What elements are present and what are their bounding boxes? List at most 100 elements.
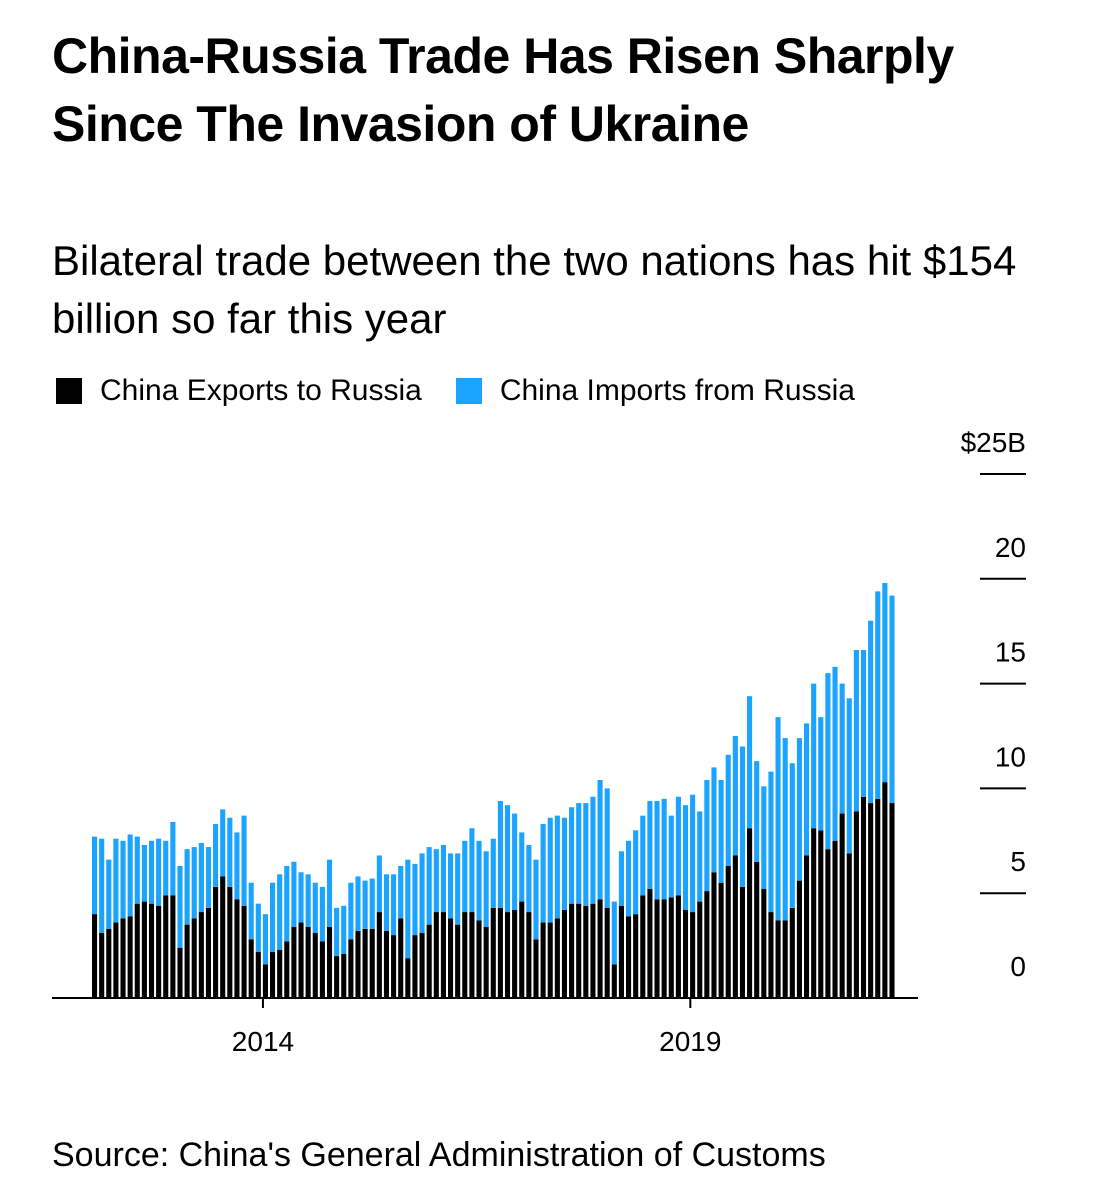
bar-exports — [234, 899, 240, 998]
bar-imports — [490, 838, 496, 908]
bar-imports — [626, 840, 632, 917]
bar-imports — [633, 830, 639, 915]
bar-exports — [163, 895, 169, 998]
bar-imports — [270, 882, 276, 952]
bar-imports — [369, 878, 375, 929]
bar-imports — [305, 874, 311, 927]
bar-exports — [376, 912, 382, 998]
bar-imports — [312, 882, 318, 934]
bar-imports — [497, 800, 503, 908]
bar-imports — [811, 683, 817, 829]
bar-exports — [177, 947, 183, 998]
bar-imports — [846, 698, 852, 854]
y-tick-label: 5 — [1010, 846, 1026, 877]
bar-exports — [704, 891, 710, 998]
bar-imports — [298, 872, 304, 923]
bar-imports — [362, 880, 368, 929]
bar-imports — [654, 800, 660, 900]
bar-imports — [675, 796, 681, 896]
bar-exports — [512, 909, 518, 998]
bar-exports — [889, 803, 895, 998]
bar-exports — [319, 941, 325, 998]
bar-exports — [419, 933, 425, 998]
bar-imports — [604, 788, 610, 908]
bar-imports — [739, 746, 746, 887]
bar-exports — [839, 813, 845, 998]
bar-exports — [198, 912, 204, 998]
bar-imports — [262, 914, 268, 965]
bar-exports — [732, 855, 738, 998]
bar-imports — [255, 903, 261, 952]
bar-imports — [747, 696, 753, 829]
bar-exports — [640, 895, 646, 998]
bar-imports — [825, 673, 831, 850]
bar-imports — [440, 844, 446, 913]
bar-imports — [682, 805, 689, 910]
bar-imports — [519, 832, 525, 902]
bar-exports — [148, 903, 155, 998]
source-note: Source: China's General Administration o… — [52, 1136, 826, 1174]
bar-imports — [341, 905, 347, 954]
bar-imports — [718, 780, 724, 883]
bar-imports — [148, 840, 155, 904]
bar-exports — [355, 930, 361, 998]
bar-imports — [875, 591, 881, 799]
bar-imports — [804, 723, 810, 856]
bar-exports — [804, 855, 810, 998]
bar-imports — [205, 847, 212, 908]
bar-imports — [319, 886, 325, 942]
bar-imports — [134, 836, 140, 904]
bar-imports — [533, 859, 539, 940]
bar-exports — [796, 880, 802, 998]
bar-imports — [789, 763, 795, 908]
bar-exports — [362, 928, 368, 998]
bar-exports — [718, 882, 724, 998]
bar-exports — [141, 901, 147, 998]
bar-exports — [633, 914, 639, 998]
legend-swatch-exports — [56, 378, 82, 404]
bar-imports — [120, 840, 126, 919]
bar-imports — [583, 803, 589, 906]
bar-exports — [184, 924, 190, 998]
bar-imports — [782, 738, 788, 921]
y-tick-label: $25B — [961, 427, 1026, 458]
bar-imports — [376, 855, 382, 913]
bar-imports — [569, 807, 575, 904]
legend-item-exports: China Exports to Russia — [56, 374, 422, 408]
bar-imports — [476, 840, 482, 921]
bar-exports — [654, 899, 660, 998]
bar-imports — [419, 853, 425, 934]
bar-imports — [889, 595, 895, 804]
bar-imports — [383, 874, 390, 931]
bar-imports — [882, 582, 888, 783]
bar-exports — [754, 861, 760, 998]
bar-exports — [789, 907, 795, 998]
bar-exports — [519, 901, 525, 998]
bar-exports — [647, 889, 653, 998]
bar-exports — [348, 939, 354, 998]
bar-exports — [391, 935, 397, 998]
bar-imports — [163, 840, 169, 896]
bar-imports — [868, 620, 874, 804]
bar-imports — [241, 815, 247, 906]
bar-imports — [483, 851, 489, 927]
bar-imports — [412, 863, 418, 936]
chart-subtitle: Bilateral trade between the two nations … — [52, 237, 1017, 342]
bar-imports — [398, 865, 404, 919]
bar-exports — [205, 907, 212, 998]
bar-imports — [597, 780, 603, 900]
bar-imports — [198, 842, 204, 913]
bar-imports — [448, 853, 454, 919]
y-tick-label: 20 — [995, 532, 1026, 563]
bar-imports — [576, 803, 582, 904]
bar-exports — [476, 920, 482, 998]
bar-exports — [860, 796, 867, 998]
bar-imports — [554, 815, 560, 919]
bar-imports — [839, 683, 845, 814]
bar-exports — [106, 928, 112, 998]
bar-imports — [661, 798, 667, 900]
bar-exports — [668, 897, 674, 998]
bar-imports — [99, 838, 105, 934]
bar-exports — [661, 899, 667, 998]
